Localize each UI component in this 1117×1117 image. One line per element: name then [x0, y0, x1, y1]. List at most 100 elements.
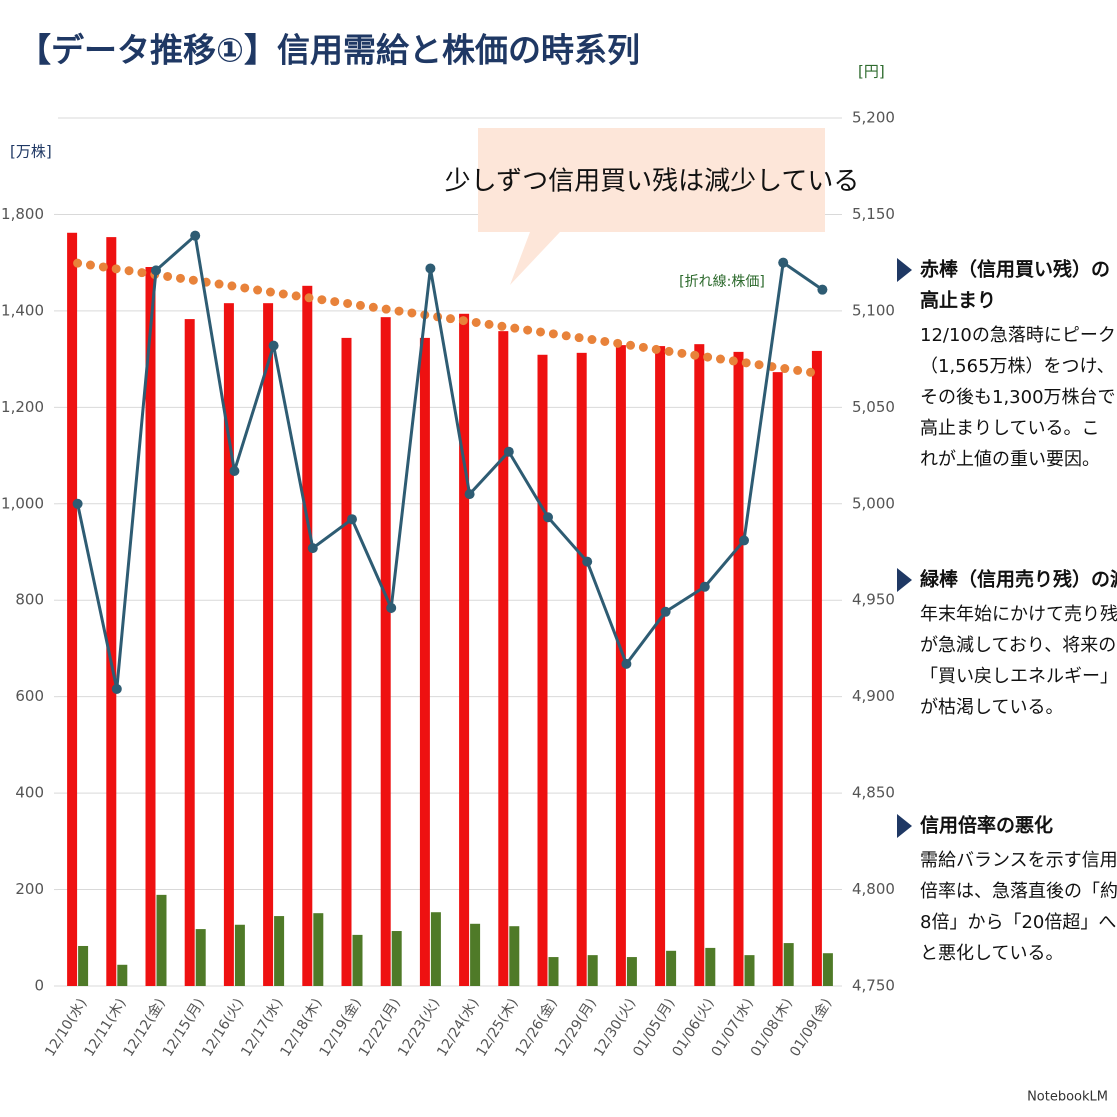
bar [430, 912, 441, 986]
price-point [229, 465, 240, 476]
price-point [464, 489, 475, 500]
y2-tick-label: 5,200 [852, 109, 895, 127]
bar [341, 337, 352, 987]
bar [548, 957, 559, 986]
bullet-marker [897, 568, 912, 592]
bar [705, 947, 716, 986]
price-point [699, 581, 710, 592]
panel-text: 「買い戻しエネルギー」 [920, 666, 1117, 687]
price-point [660, 606, 671, 617]
y2-tick-label: 5,050 [852, 398, 895, 416]
bar [783, 943, 794, 986]
bar [615, 345, 626, 986]
bar [313, 913, 324, 986]
bar [67, 232, 78, 986]
panel-text: 年末年始にかけて売り残 [920, 604, 1117, 625]
bar [822, 953, 833, 986]
price-point [307, 543, 318, 554]
price-point [621, 658, 632, 669]
bar [145, 267, 156, 986]
y2-tick-label: 5,100 [852, 301, 895, 319]
y2-tick-label: 5,150 [852, 205, 895, 223]
panel-text: が枯渇している。 [920, 697, 1063, 718]
footer: NotebookLM [1027, 1090, 1108, 1105]
y-tick-label: 600 [15, 687, 44, 705]
y2-tick-label: 4,850 [852, 784, 895, 802]
price-point [111, 683, 122, 694]
bar [234, 924, 245, 986]
panel-heading: 高止まり [920, 289, 996, 312]
bar [263, 303, 274, 986]
bar [498, 331, 509, 986]
price-point [268, 340, 279, 351]
price-point [778, 257, 789, 268]
panel-text: と悪化している。 [920, 943, 1063, 964]
y2-tick-label: 4,750 [852, 977, 895, 995]
bar [666, 950, 677, 986]
bar [106, 237, 117, 986]
price-point [543, 512, 553, 523]
price-point [739, 535, 749, 546]
bar [576, 352, 587, 986]
bullet-marker [897, 814, 912, 838]
bar [772, 372, 783, 986]
price-point [503, 446, 514, 457]
bar [470, 923, 481, 986]
price-line [76, 232, 824, 690]
panel-text: 倍率は、急落直後の「約 [920, 881, 1117, 902]
chart-title: 【データ推移①】信用需給と株価の時系列 [18, 31, 640, 70]
panel-text: （1,565万株）をつけ、 [920, 356, 1115, 377]
bar [626, 957, 637, 986]
y-tick-label: 0 [34, 977, 44, 995]
panel-text: れが上値の重い要因。 [920, 449, 1100, 470]
panel-text: 需給バランスを示す信用 [920, 850, 1117, 871]
y-tick-label: 1,200 [1, 398, 44, 416]
bar [352, 934, 363, 986]
price-point [582, 556, 593, 567]
bar [117, 964, 128, 986]
trend-line [73, 258, 827, 379]
price-point [347, 514, 357, 525]
y-tick-label: 800 [15, 591, 44, 609]
bar [156, 894, 167, 986]
bar [509, 926, 520, 986]
price-point [425, 263, 436, 274]
callout-box [478, 128, 825, 285]
bar [811, 350, 822, 986]
y2-axis-label: [円] [858, 63, 885, 81]
bar [391, 931, 402, 986]
panel-heading: 信用倍率の悪化 [920, 814, 1053, 837]
bar [733, 351, 744, 986]
line-annotation: [折れ線:株価] [679, 274, 765, 290]
bar [223, 303, 234, 986]
bar [184, 319, 195, 986]
y-axis-label: [万株] [10, 143, 52, 161]
bar [459, 313, 470, 986]
panel-text: 12/10の急落時にピーク [920, 325, 1116, 346]
bar [655, 346, 666, 986]
y2-tick-label: 5,000 [852, 494, 895, 512]
panel-text: 8倍」から「20倍超」へ [920, 912, 1116, 933]
price-point [72, 498, 83, 509]
bar [744, 955, 755, 986]
bar [302, 285, 313, 986]
bar [380, 317, 391, 986]
y-tick-label: 400 [15, 784, 44, 802]
y-tick-label: 1,800 [1, 205, 44, 223]
price-point [151, 265, 161, 276]
price-point [386, 602, 397, 613]
panel-text: 高止まりしている。こ [920, 418, 1099, 439]
y-tick-label: 1,400 [1, 301, 44, 319]
bar [274, 916, 285, 986]
panel-heading: 赤棒（信用買い残）の [920, 258, 1110, 281]
bar [419, 337, 430, 987]
bar [537, 354, 548, 986]
panel-heading: 緑棒（信用売り残）の減少 [920, 568, 1117, 591]
bar [694, 344, 705, 986]
y2-tick-label: 4,900 [852, 687, 895, 705]
callout-text: 少しずつ信用買い残は減少している [445, 167, 860, 197]
panel-text: その後も1,300万株台で [920, 387, 1116, 408]
bar [587, 955, 598, 986]
y-tick-label: 1,000 [1, 494, 44, 512]
